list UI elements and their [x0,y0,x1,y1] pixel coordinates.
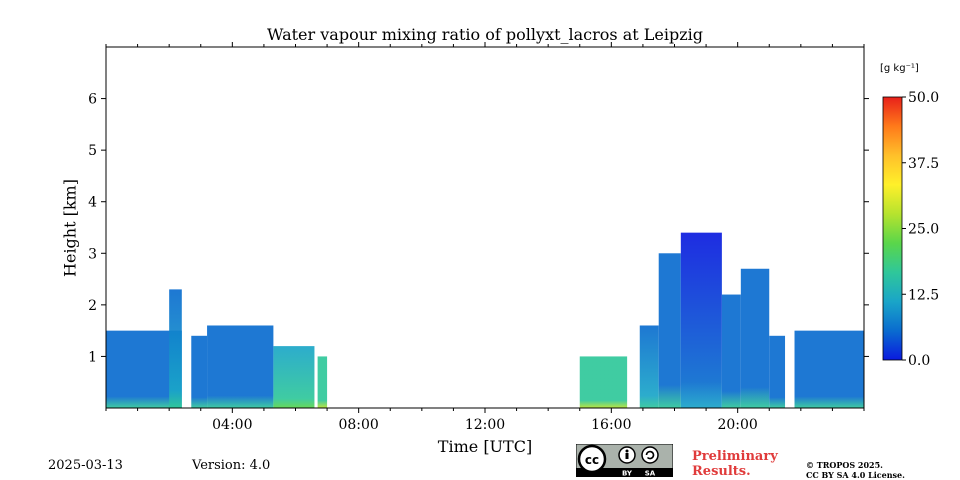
data-layer [106,232,864,408]
colorbar: 0.0 12.5 25.0 37.5 50.0 [882,90,939,369]
copyright-line-2: CC BY SA 4.0 License. [806,470,905,480]
data-region [639,325,659,408]
y-axis-label: Height [km] [60,179,80,277]
colorbar-tick-label: 50.0 [908,90,939,106]
colorbar-tick-label: 0.0 [908,353,930,369]
creative-commons-icon: cc [577,444,607,474]
data-region [579,356,628,408]
y-tick-label: 2 [88,298,97,314]
copyright-line-1: © TROPOS 2025. [806,460,883,470]
colorbar-gradient [882,96,903,361]
cc-license-badge[interactable]: cc BY SA [576,444,673,477]
version-label: Version: 4.0 [192,458,271,473]
preliminary-line-1: Preliminary [692,449,778,464]
data-region [794,330,864,408]
by-label: BY [622,470,633,478]
x-tick-label: 04:00 [212,417,252,433]
x-axis: 04:00 08:00 12:00 16:00 20:00 [105,42,865,433]
x-tick-label: 12:00 [465,417,505,433]
svg-text:cc: cc [585,453,599,467]
attribution-icon [618,446,636,464]
preliminary-line-2: Results. [692,464,751,479]
colorbar-tick-label: 25.0 [908,222,939,238]
colorbar-tick-label: 12.5 [908,287,939,303]
data-region [740,268,770,408]
y-tick-label: 1 [88,349,97,365]
data-region [207,325,274,408]
x-tick-label: 08:00 [338,417,378,433]
chart-title: Water vapour mixing ratio of pollyxt_lac… [267,25,703,44]
y-axis: 1 2 3 4 5 6 [88,92,869,365]
y-tick-label: 6 [88,92,97,108]
data-region [769,335,786,408]
data-region [680,232,722,408]
x-tick-label: 20:00 [717,417,757,433]
colorbar-unit: [g kg⁻¹] [880,63,919,74]
data-region [273,346,315,408]
preliminary-notice: Preliminary Results. [692,449,778,479]
data-region [658,253,681,408]
y-tick-label: 4 [88,195,97,211]
data-region [191,335,208,408]
x-axis-label: Time [UTC] [437,437,533,456]
y-tick-label: 5 [88,143,97,159]
colorbar-tick-label: 37.5 [908,156,939,172]
date-label: 2025-03-13 [48,458,123,473]
data-region [169,289,182,408]
sa-label: SA [645,470,656,478]
y-tick-label: 3 [88,246,97,262]
copyright-notice: © TROPOS 2025. CC BY SA 4.0 License. [806,460,905,480]
share-alike-icon [641,446,659,464]
x-tick-label: 16:00 [591,417,631,433]
data-region [317,356,328,408]
data-region [721,294,741,408]
